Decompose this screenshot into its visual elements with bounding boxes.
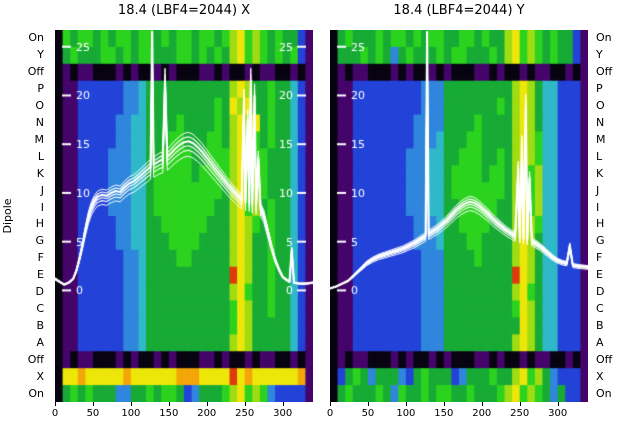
x-tick-mark bbox=[330, 402, 331, 406]
dipole-category-label: N bbox=[35, 116, 44, 129]
dipole-category-label: On bbox=[596, 31, 612, 45]
dipole-category-label: F bbox=[37, 251, 44, 265]
x-tick-mark bbox=[168, 402, 170, 406]
dipole-category-label: H bbox=[596, 217, 605, 231]
dipole-category-label: O bbox=[596, 99, 605, 113]
dipole-category-label: H bbox=[35, 217, 44, 231]
x-tick-label: 0 bbox=[326, 408, 334, 419]
dipole-category-label: Y bbox=[596, 48, 603, 62]
heatmap-panel-y bbox=[330, 30, 588, 402]
dipole-category-label: E bbox=[37, 268, 44, 282]
x-tick-mark bbox=[55, 402, 56, 406]
x-tick-label: 50 bbox=[86, 408, 100, 419]
dipole-category-label: C bbox=[596, 302, 604, 315]
x-tick-label: 100 bbox=[396, 408, 416, 419]
dipole-category-label: C bbox=[36, 302, 44, 315]
dipole-category-label: G bbox=[596, 234, 605, 248]
right-category-labels: On Y Off P O N M L K J I H G F E D C B A Off X On bbox=[590, 30, 640, 402]
x-tick-label: 150 bbox=[159, 408, 179, 419]
heatmap-panel-x bbox=[55, 30, 313, 402]
dipole-category-label: D bbox=[596, 285, 605, 299]
x-tick-label: 200 bbox=[472, 408, 492, 419]
x-tick-mark bbox=[282, 402, 284, 406]
x-tick-label: 250 bbox=[235, 408, 255, 419]
dipole-category-label: L bbox=[37, 149, 44, 163]
dipole-category-label: O bbox=[35, 99, 44, 113]
dipole-category-label: Off bbox=[596, 352, 613, 366]
x-tick-mark bbox=[206, 402, 208, 406]
dipole-category-label: K bbox=[596, 166, 604, 180]
dipole-category-label: X bbox=[596, 369, 604, 383]
x-axis-left-panel: 0 50 100 150 200 250 300 bbox=[52, 402, 313, 426]
x-tick-label: 250 bbox=[510, 408, 530, 419]
dipole-category-label: Off bbox=[27, 352, 44, 366]
dipole-category-label: M bbox=[34, 132, 45, 146]
dipole-category-label: On bbox=[28, 31, 44, 45]
x-tick-label: 50 bbox=[361, 408, 375, 419]
dipole-category-label: P bbox=[37, 82, 44, 96]
left-category-labels: On Y Off P O N M L K J I H G F E D C B A Off X On bbox=[0, 30, 50, 402]
dipole-category-label: M bbox=[596, 132, 606, 146]
dipole-category-label: A bbox=[596, 335, 604, 349]
dipole-category-label: E bbox=[596, 268, 603, 282]
x-tick-label: 200 bbox=[197, 408, 217, 419]
dipole-category-label: K bbox=[36, 166, 44, 180]
dipole-category-label: On bbox=[28, 386, 44, 400]
dipole-category-label: B bbox=[596, 318, 604, 332]
dipole-category-label: I bbox=[40, 200, 44, 214]
dipole-category-label: I bbox=[596, 200, 600, 214]
dipole-category-label: J bbox=[40, 183, 44, 197]
dipole-category-label: L bbox=[596, 149, 603, 163]
dipole-category-label: N bbox=[596, 116, 605, 129]
x-tick-mark bbox=[244, 402, 246, 406]
dipole-category-label: D bbox=[35, 285, 44, 299]
x-tick-mark bbox=[130, 402, 132, 406]
x-tick-label: 300 bbox=[273, 408, 293, 419]
dipole-category-label: B bbox=[36, 318, 44, 332]
right-panel-title: 18.4 (LBF4=2044) Y bbox=[393, 3, 525, 18]
x-tick-mark bbox=[557, 402, 559, 406]
dipole-category-label: On bbox=[596, 386, 612, 400]
dipole-category-label: J bbox=[596, 183, 600, 197]
dipole-category-label: Off bbox=[27, 65, 44, 79]
dipole-category-label: Off bbox=[596, 65, 613, 79]
x-tick-mark bbox=[481, 402, 483, 406]
x-tick-mark bbox=[443, 402, 445, 406]
dipole-category-label: P bbox=[596, 82, 603, 96]
dipole-category-label: A bbox=[36, 335, 44, 349]
x-tick-mark bbox=[92, 402, 94, 406]
x-axis-right-panel: 0 50 100 150 200 250 300 bbox=[327, 402, 588, 426]
x-tick-label: 300 bbox=[548, 408, 568, 419]
dipole-category-label: G bbox=[35, 234, 44, 248]
dipole-category-label: X bbox=[36, 369, 44, 383]
x-tick-mark bbox=[519, 402, 521, 406]
x-tick-label: 100 bbox=[121, 408, 141, 419]
x-tick-mark bbox=[367, 402, 369, 406]
dipole-category-label: F bbox=[596, 251, 603, 265]
x-tick-mark bbox=[405, 402, 407, 406]
dipole-category-label: Y bbox=[37, 48, 44, 62]
left-panel-title: 18.4 (LBF4=2044) X bbox=[117, 3, 251, 18]
x-tick-label: 150 bbox=[434, 408, 454, 419]
x-tick-label: 0 bbox=[51, 408, 59, 419]
